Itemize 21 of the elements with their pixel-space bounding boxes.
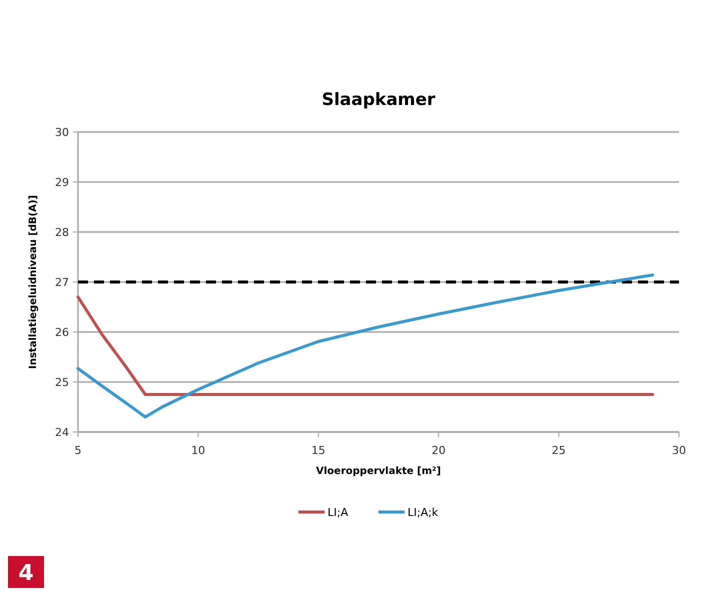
x-tick-label: 15 — [311, 444, 326, 457]
legend-label: LI;A — [328, 506, 349, 519]
y-axis-title: Installatiegeluidniveau [dB(A)] — [28, 195, 39, 369]
x-tick-label: 5 — [74, 444, 82, 457]
x-tick-label: 10 — [191, 444, 206, 457]
y-tick-label: 27 — [55, 276, 69, 289]
chart-title: Slaapkamer — [322, 90, 436, 110]
x-tick-label: 25 — [552, 444, 566, 457]
text: 4 — [18, 561, 34, 586]
y-tick-label: 26 — [55, 326, 69, 339]
y-tick-label: 29 — [55, 176, 69, 189]
x-axis-title: Vloeroppervlakte [m²] — [316, 466, 441, 477]
x-tick-label: 20 — [432, 444, 446, 457]
line-series — [76, 296, 654, 396]
y-tick-label: 24 — [55, 426, 69, 439]
line-series — [76, 274, 654, 418]
y-tick-label: 28 — [55, 226, 69, 239]
legend-label: LI;A;k — [408, 506, 439, 519]
y-tick-label: 25 — [55, 376, 69, 389]
y-tick-label: 30 — [55, 126, 69, 139]
x-tick-label: 30 — [672, 444, 686, 457]
